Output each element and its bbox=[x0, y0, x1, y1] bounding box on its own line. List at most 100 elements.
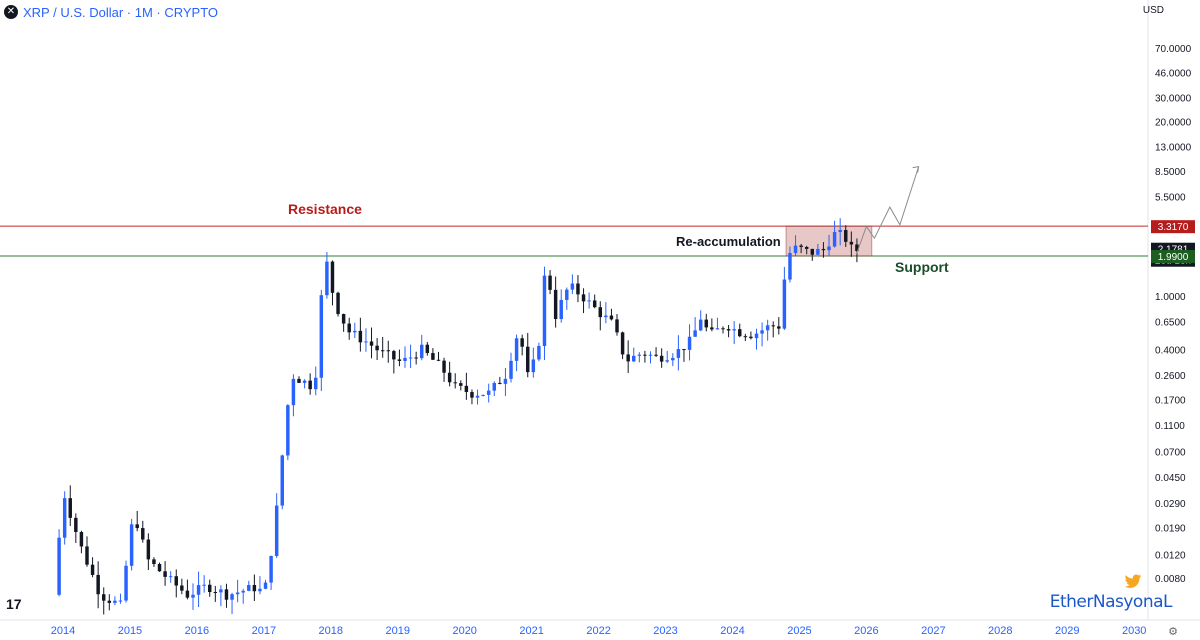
candle-body bbox=[855, 244, 859, 252]
chart-header: ✕ XRP / U.S. Dollar · 1M · CRYPTO bbox=[4, 3, 218, 21]
candle-body bbox=[559, 299, 563, 320]
candle-body bbox=[671, 357, 675, 361]
candle-body bbox=[314, 377, 318, 390]
candle-body bbox=[810, 248, 815, 255]
candle-body bbox=[297, 378, 301, 383]
candle-body bbox=[85, 546, 89, 565]
x-tick-label: 2022 bbox=[586, 625, 610, 637]
candle-body bbox=[676, 349, 681, 358]
candle-body bbox=[90, 564, 95, 575]
candle-body bbox=[202, 584, 206, 586]
price-tag bbox=[1151, 250, 1195, 263]
price-tag-label: 3.3170 bbox=[1158, 222, 1189, 233]
y-tick-label: 0.0290 bbox=[1155, 499, 1186, 510]
candle-body bbox=[96, 574, 100, 595]
x-tick-label: 2014 bbox=[51, 625, 75, 637]
candle-body bbox=[230, 594, 234, 600]
candle-body bbox=[548, 275, 552, 290]
candle-body bbox=[732, 329, 736, 331]
x-tick-label: 2018 bbox=[319, 625, 343, 637]
candle-body bbox=[838, 229, 842, 233]
candle-body bbox=[403, 357, 407, 361]
close-icon[interactable]: ✕ bbox=[4, 5, 18, 19]
re-accumulation-label: Re-accumulation bbox=[676, 234, 781, 249]
candle-body bbox=[799, 245, 803, 247]
candle-body bbox=[604, 315, 608, 318]
y-tick-label: 5.5000 bbox=[1155, 193, 1186, 204]
candle-body bbox=[386, 350, 390, 352]
twitter-bird-icon bbox=[1124, 574, 1142, 588]
candle-body bbox=[844, 229, 848, 242]
candle-body bbox=[291, 378, 296, 406]
candle-body bbox=[626, 354, 630, 362]
candle-body bbox=[341, 314, 346, 324]
brand-watermark: EtherNasyonaL bbox=[1049, 592, 1173, 612]
settings-gear-icon[interactable]: ⚙ bbox=[1168, 626, 1178, 638]
candle-body bbox=[447, 372, 452, 383]
candle-body bbox=[754, 333, 759, 339]
candle-body bbox=[481, 394, 485, 396]
candle-body bbox=[665, 360, 669, 362]
candle-body bbox=[101, 594, 106, 601]
candle-body bbox=[788, 253, 792, 280]
y-tick-label: 0.0080 bbox=[1155, 574, 1186, 585]
candle-body bbox=[442, 360, 446, 373]
candle-body bbox=[704, 319, 709, 328]
candle-body bbox=[553, 289, 558, 320]
candle-body bbox=[654, 354, 658, 356]
candle-body bbox=[498, 382, 502, 384]
x-tick-label: 2019 bbox=[386, 625, 410, 637]
candle-body bbox=[358, 330, 363, 343]
candle-body bbox=[492, 382, 496, 391]
candle-body bbox=[118, 600, 123, 602]
candle-body bbox=[520, 338, 524, 347]
candle-body bbox=[777, 326, 781, 329]
candle-body bbox=[274, 505, 279, 556]
candle-body bbox=[241, 590, 245, 593]
candle-body bbox=[749, 336, 753, 339]
currency-label[interactable]: USD bbox=[1142, 5, 1164, 16]
candle-body bbox=[698, 319, 703, 331]
candle-body bbox=[609, 315, 614, 320]
candle-body bbox=[682, 349, 686, 351]
y-tick-label: 46.0000 bbox=[1155, 69, 1192, 80]
tradingview-logo-icon: 17 bbox=[6, 596, 22, 612]
x-tick-label: 2020 bbox=[452, 625, 476, 637]
y-tick-label: 0.0700 bbox=[1155, 447, 1186, 458]
candle-body bbox=[180, 585, 184, 591]
candle-body bbox=[414, 357, 418, 359]
candle-body bbox=[408, 357, 413, 359]
candle-body bbox=[581, 294, 586, 302]
candle-body bbox=[163, 571, 167, 577]
candle-body bbox=[308, 380, 312, 390]
x-tick-label: 2017 bbox=[252, 625, 276, 637]
candle-body bbox=[765, 325, 770, 331]
candle-body bbox=[615, 319, 619, 333]
candle-body bbox=[804, 246, 809, 249]
x-tick-label: 2021 bbox=[519, 625, 543, 637]
symbol-title[interactable]: XRP / U.S. Dollar · 1M · CRYPTO bbox=[23, 4, 219, 20]
y-tick-label: 0.0120 bbox=[1155, 550, 1186, 561]
candle-body bbox=[659, 355, 664, 362]
candle-body bbox=[782, 279, 787, 329]
x-tick-label: 2030 bbox=[1122, 625, 1146, 637]
x-tick-label: 2028 bbox=[988, 625, 1012, 637]
candle-body bbox=[620, 332, 625, 355]
candle-body bbox=[453, 382, 457, 384]
x-tick-label: 2015 bbox=[118, 625, 142, 637]
candle-body bbox=[743, 336, 748, 338]
candle-body bbox=[174, 576, 178, 586]
candle-body bbox=[57, 537, 61, 595]
candle-body bbox=[526, 346, 530, 373]
candle-body bbox=[637, 354, 642, 356]
projection-path bbox=[855, 166, 920, 255]
y-tick-label: 0.0190 bbox=[1155, 524, 1186, 535]
candle-body bbox=[464, 385, 469, 393]
candle-body bbox=[849, 241, 854, 245]
y-tick-label: 0.2600 bbox=[1155, 371, 1186, 382]
candle-body bbox=[168, 576, 173, 578]
candle-body bbox=[475, 395, 480, 398]
y-tick-label: 0.4000 bbox=[1155, 346, 1186, 357]
candle-body bbox=[565, 289, 569, 300]
